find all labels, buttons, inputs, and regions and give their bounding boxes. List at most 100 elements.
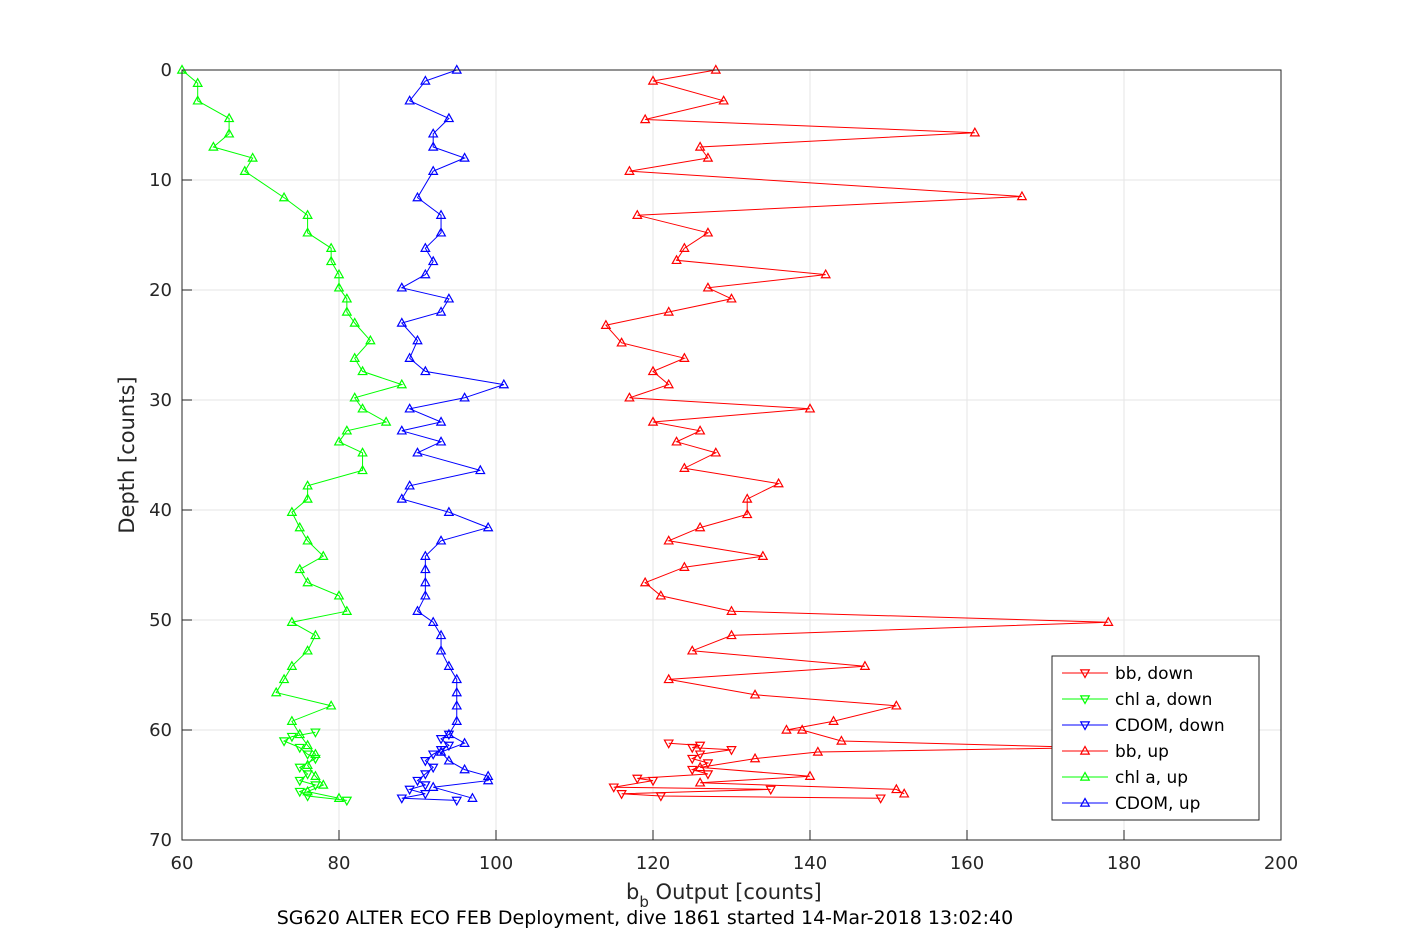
data-point bbox=[804, 403, 816, 413]
data-point bbox=[420, 770, 431, 780]
data-point bbox=[333, 792, 345, 802]
data-point bbox=[702, 759, 714, 769]
data-point bbox=[396, 794, 408, 804]
data-point bbox=[624, 392, 635, 402]
data-point bbox=[655, 792, 667, 802]
data-point bbox=[710, 64, 722, 74]
data-point bbox=[286, 506, 298, 516]
data-point bbox=[435, 645, 447, 655]
data-point bbox=[726, 293, 737, 303]
series-0 bbox=[608, 739, 886, 804]
data-point bbox=[443, 660, 455, 670]
data-point bbox=[836, 735, 847, 745]
data-point bbox=[239, 165, 251, 175]
data-point bbox=[655, 590, 667, 600]
data-point bbox=[482, 774, 494, 785]
data-point bbox=[310, 770, 321, 780]
data-point bbox=[192, 77, 203, 87]
data-point bbox=[310, 781, 321, 791]
data-point bbox=[639, 576, 651, 587]
data-point bbox=[420, 75, 431, 85]
data-point bbox=[647, 776, 659, 787]
data-point bbox=[781, 724, 792, 734]
data-point bbox=[223, 112, 235, 123]
data-point bbox=[435, 416, 447, 426]
x-tick-label: 60 bbox=[171, 853, 194, 874]
data-point bbox=[318, 779, 329, 789]
data-point bbox=[404, 352, 415, 362]
data-point bbox=[482, 521, 494, 532]
legend-swatch-marker bbox=[1079, 797, 1091, 807]
series-layer bbox=[176, 64, 1114, 807]
data-point bbox=[1016, 190, 1028, 201]
legend-swatch-marker bbox=[1079, 669, 1091, 679]
data-point bbox=[286, 715, 298, 725]
data-point bbox=[679, 462, 690, 472]
x-axis-title-rest: Output [counts] bbox=[649, 880, 822, 904]
x-tick-label: 180 bbox=[1107, 853, 1141, 874]
data-point bbox=[726, 605, 737, 615]
data-point bbox=[302, 770, 313, 780]
data-point bbox=[302, 535, 313, 545]
data-point bbox=[679, 352, 690, 362]
data-point bbox=[412, 605, 423, 615]
data-point bbox=[467, 792, 478, 802]
data-point bbox=[302, 576, 313, 587]
data-point bbox=[349, 317, 360, 327]
data-point bbox=[451, 700, 463, 710]
data-point bbox=[859, 660, 871, 670]
data-point bbox=[820, 268, 831, 279]
plot-frame bbox=[181, 69, 1282, 841]
x-tick-label: 120 bbox=[636, 853, 670, 874]
data-point bbox=[427, 616, 439, 626]
data-point bbox=[420, 576, 431, 587]
data-point bbox=[427, 255, 439, 266]
data-point bbox=[702, 227, 714, 237]
data-point bbox=[294, 776, 306, 787]
data-point bbox=[420, 590, 431, 600]
data-point bbox=[278, 737, 290, 747]
legend-swatch-marker bbox=[1079, 721, 1091, 731]
data-point bbox=[435, 436, 447, 446]
data-point bbox=[616, 790, 627, 800]
data-point bbox=[459, 152, 470, 162]
data-point bbox=[435, 227, 447, 237]
legend-entry: bb, up bbox=[1062, 742, 1169, 762]
data-point bbox=[435, 629, 447, 640]
x-tick-label: 160 bbox=[950, 853, 984, 874]
data-point bbox=[310, 748, 321, 758]
data-point bbox=[663, 673, 674, 684]
series-1 bbox=[278, 728, 353, 807]
legend-swatch-marker bbox=[1079, 695, 1091, 705]
data-point bbox=[325, 255, 337, 266]
data-point bbox=[286, 732, 298, 743]
x-tick-label: 100 bbox=[479, 853, 513, 874]
data-point bbox=[404, 403, 415, 413]
data-point bbox=[286, 660, 298, 670]
data-point bbox=[435, 306, 447, 316]
data-point bbox=[310, 728, 321, 738]
series-4 bbox=[176, 64, 408, 802]
data-point bbox=[333, 590, 345, 600]
data-point bbox=[451, 796, 463, 807]
data-point bbox=[694, 777, 706, 787]
data-point bbox=[891, 783, 902, 794]
data-point bbox=[396, 282, 408, 292]
data-point bbox=[443, 728, 455, 739]
x-axis-title: bb Output [counts] bbox=[626, 880, 822, 911]
data-point bbox=[396, 425, 408, 435]
data-point bbox=[757, 550, 769, 560]
data-point bbox=[435, 746, 447, 756]
legend-box bbox=[1051, 655, 1260, 821]
data-point bbox=[686, 765, 698, 776]
data-point bbox=[451, 64, 463, 74]
data-point bbox=[341, 306, 353, 316]
data-point bbox=[412, 776, 423, 787]
data-point bbox=[459, 392, 470, 402]
data-point bbox=[671, 254, 682, 265]
legend-entry: CDOM, up bbox=[1062, 794, 1200, 814]
series-5 bbox=[396, 64, 510, 802]
legend-label: CDOM, up bbox=[1115, 794, 1200, 814]
